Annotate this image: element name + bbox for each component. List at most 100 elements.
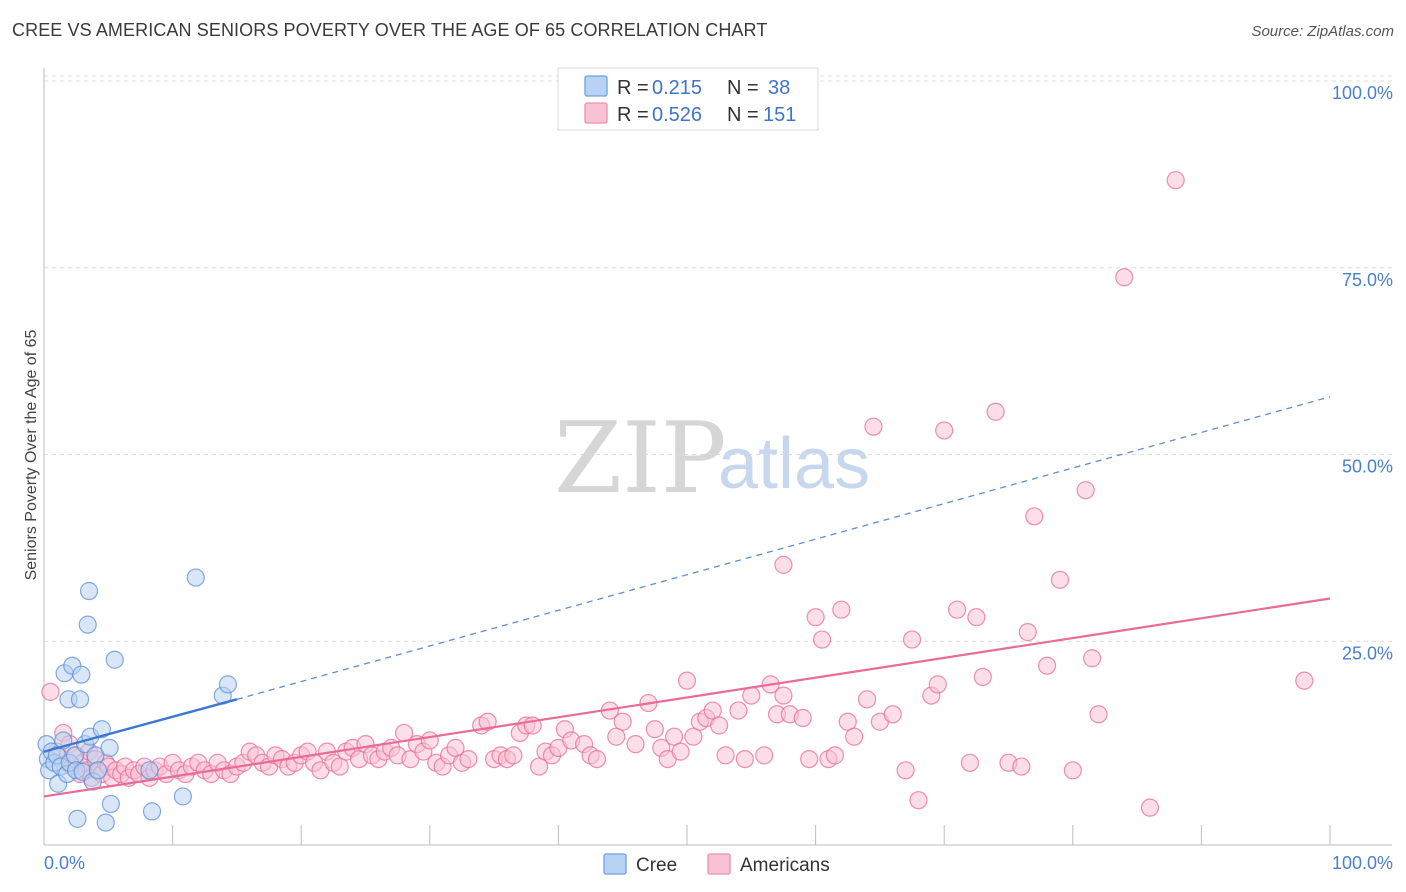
cree-point bbox=[100, 738, 119, 757]
trend-lines bbox=[43, 396, 1331, 798]
americans-point bbox=[41, 682, 60, 701]
americans-point bbox=[613, 712, 632, 731]
cree-point bbox=[105, 650, 124, 669]
legend-cree-r-label: R = bbox=[617, 77, 649, 99]
americans-point bbox=[883, 705, 902, 724]
americans-point bbox=[735, 749, 754, 769]
x-tick-label-min: 0.0% bbox=[44, 853, 85, 873]
cree-point bbox=[70, 690, 90, 709]
cree-point bbox=[173, 787, 192, 806]
y-tick-label: 25.0% bbox=[1342, 643, 1393, 663]
americans-point bbox=[710, 716, 729, 735]
cree-point bbox=[78, 615, 97, 634]
cree-point bbox=[140, 761, 159, 780]
bottom-legend-americans-label[interactable]: Americans bbox=[740, 855, 830, 876]
americans-point bbox=[902, 630, 922, 649]
americans-point bbox=[703, 701, 722, 720]
watermark-atlas: atlas bbox=[718, 424, 870, 504]
americans-point bbox=[645, 720, 664, 739]
americans-point bbox=[774, 686, 793, 705]
americans-point bbox=[1115, 268, 1134, 287]
americans-point bbox=[1082, 649, 1102, 668]
legend-bottom: Cree Americans bbox=[603, 853, 830, 876]
americans-point bbox=[330, 757, 349, 776]
axis-ticks bbox=[43, 825, 1331, 845]
americans-point bbox=[845, 727, 864, 746]
americans-point bbox=[671, 742, 690, 761]
y-tick-label: 100.0% bbox=[1332, 83, 1393, 103]
americans-point bbox=[1063, 761, 1082, 780]
americans-point bbox=[742, 686, 761, 705]
americans-point bbox=[832, 600, 851, 619]
watermark-zip: ZIP bbox=[554, 402, 727, 516]
axes bbox=[43, 68, 1392, 846]
americans-point bbox=[1295, 671, 1314, 690]
cree-trend-dashed-line bbox=[236, 396, 1331, 700]
americans-point bbox=[1025, 507, 1044, 526]
americans-point bbox=[793, 708, 812, 728]
americans-point bbox=[812, 630, 832, 649]
americans-point bbox=[1037, 656, 1057, 675]
cree-point bbox=[218, 675, 237, 694]
cree-point bbox=[79, 581, 99, 601]
cree-point bbox=[101, 794, 120, 814]
americans-point bbox=[684, 727, 703, 746]
americans-point bbox=[1012, 757, 1031, 776]
americans-point bbox=[459, 749, 478, 769]
cree-points bbox=[37, 568, 237, 832]
cree-point bbox=[68, 809, 87, 828]
americans-point bbox=[716, 746, 735, 765]
legend-americans-n-label: N = bbox=[727, 104, 759, 126]
legend-cree-r-value: 0.215 bbox=[652, 77, 702, 99]
legend-americans-r-value: 0.526 bbox=[652, 104, 702, 126]
americans-point bbox=[800, 749, 819, 769]
cree-point bbox=[142, 802, 162, 821]
bottom-legend-americans-swatch[interactable] bbox=[707, 853, 731, 875]
americans-point bbox=[909, 791, 928, 810]
americans-point bbox=[729, 701, 748, 720]
tick-labels: 25.0% 50.0% 75.0% 100.0% 0.0% 100.0% bbox=[44, 83, 1393, 873]
cree-point bbox=[96, 813, 115, 832]
legend-cree-n-value: 38 bbox=[768, 77, 790, 99]
y-tick-label: 75.0% bbox=[1342, 270, 1393, 290]
americans-point bbox=[665, 727, 684, 746]
americans-point bbox=[677, 671, 697, 690]
americans-point bbox=[967, 608, 986, 627]
americans-point bbox=[420, 731, 439, 750]
americans-point bbox=[446, 738, 465, 757]
legend-americans-swatch bbox=[584, 102, 608, 124]
americans-point bbox=[755, 746, 774, 765]
americans-point bbox=[530, 757, 549, 776]
americans-point bbox=[928, 675, 947, 694]
bottom-legend-cree-swatch[interactable] bbox=[603, 853, 627, 875]
cree-point bbox=[88, 761, 108, 780]
americans-point bbox=[607, 727, 626, 746]
americans-point bbox=[1018, 623, 1037, 642]
americans-trend-line bbox=[43, 597, 1331, 798]
cree-point bbox=[186, 568, 205, 587]
americans-point bbox=[1050, 570, 1070, 589]
americans-point bbox=[504, 746, 523, 765]
americans-points bbox=[41, 171, 1314, 817]
americans-point bbox=[478, 712, 497, 731]
americans-point bbox=[960, 753, 980, 772]
legend-cree-swatch bbox=[584, 75, 608, 97]
americans-point bbox=[1076, 481, 1095, 500]
x-tick-label-max: 100.0% bbox=[1332, 853, 1393, 873]
legend-americans-r-label: R = bbox=[617, 104, 649, 126]
gridlines bbox=[44, 75, 1392, 642]
source-label[interactable]: Source: ZipAtlas.com bbox=[1251, 23, 1394, 40]
bottom-legend-cree-label[interactable]: Cree bbox=[636, 855, 677, 876]
americans-point bbox=[935, 421, 954, 440]
americans-point bbox=[626, 735, 645, 754]
americans-point bbox=[825, 746, 844, 765]
cree-point bbox=[72, 665, 91, 684]
cree-trend-line bbox=[43, 698, 238, 753]
americans-point bbox=[1140, 798, 1160, 817]
y-axis-label: Seniors Poverty Over the Age of 65 bbox=[23, 330, 40, 581]
americans-point bbox=[1166, 171, 1185, 190]
cree-point bbox=[92, 720, 111, 739]
americans-point bbox=[947, 600, 967, 619]
americans-point bbox=[973, 667, 992, 687]
